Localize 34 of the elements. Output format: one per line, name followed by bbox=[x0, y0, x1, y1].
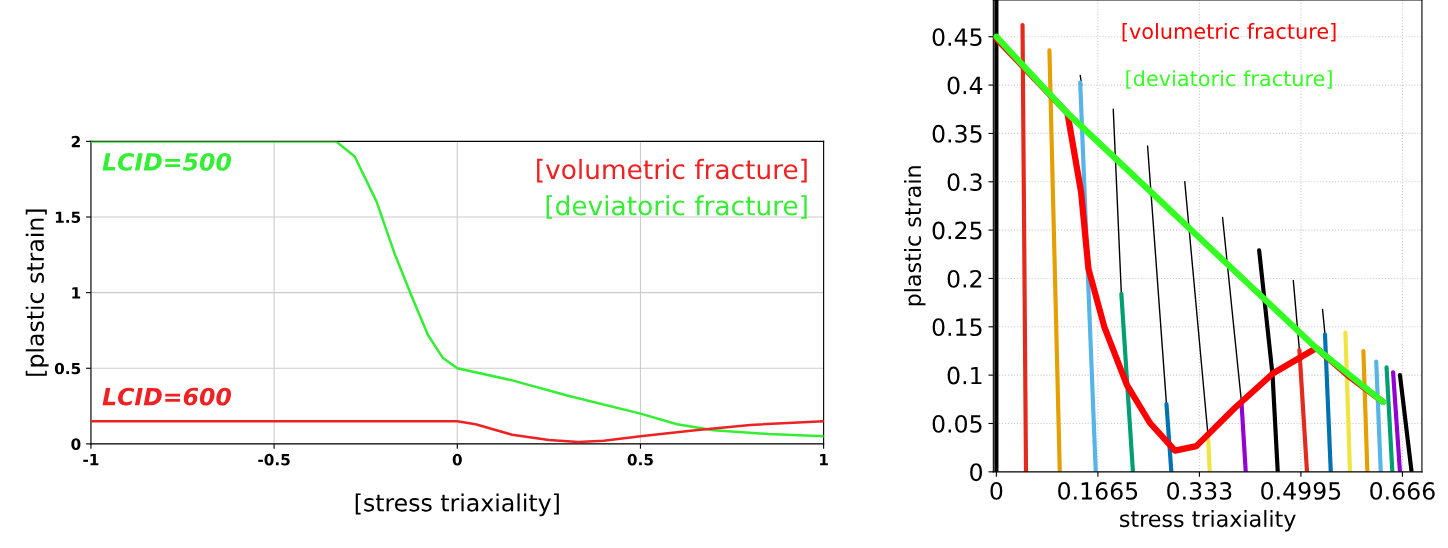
x-tick-label: 0.5 bbox=[627, 453, 653, 466]
x-axis-title: [stress triaxiality] bbox=[355, 493, 559, 517]
y-tick-label: 0.25 bbox=[932, 221, 982, 240]
y-tick-label: 0.1 bbox=[947, 366, 982, 385]
x-tick-label: 0.1665 bbox=[1058, 481, 1138, 500]
x-tick-label: 0 bbox=[452, 453, 462, 466]
y-tick-label: 1 bbox=[72, 287, 81, 299]
y-axis-title: [plastic strain] bbox=[25, 209, 49, 376]
y-tick-label: 0.35 bbox=[932, 124, 982, 143]
y-axis-title: plastic strain bbox=[903, 166, 926, 306]
x-tick-label: -0.5 bbox=[258, 453, 290, 466]
annotation: [volumetric fracture] bbox=[537, 158, 807, 183]
x-tick-label: 0 bbox=[990, 481, 1003, 500]
x-tick-label: -1 bbox=[83, 454, 99, 466]
annotation: [deviatoric fracture] bbox=[546, 195, 807, 219]
text: [volumetric fracture] bbox=[1122, 22, 1336, 42]
x-tick-label: 0.4995 bbox=[1261, 481, 1341, 500]
y-tick-label: 0 bbox=[71, 438, 81, 450]
y-tick-label: 0.5 bbox=[54, 362, 81, 375]
y-tick-label: 2 bbox=[71, 135, 80, 148]
x-tick-label: 0.333 bbox=[1167, 481, 1232, 500]
series-label: LCID=600 bbox=[102, 387, 232, 406]
x-axis-title: stress triaxiality bbox=[1120, 509, 1296, 532]
y-tick-label: 0.15 bbox=[932, 318, 982, 337]
series-label: LCID=500 bbox=[102, 152, 232, 171]
text: [deviatoric fracture] bbox=[1126, 70, 1332, 89]
y-tick-label: 0.3 bbox=[947, 173, 982, 192]
y-tick-label: 0.4 bbox=[947, 76, 983, 95]
y-tick-label: 0.05 bbox=[932, 414, 982, 433]
x-tick-label: 0.666 bbox=[1370, 481, 1435, 500]
y-tick-label: 0.2 bbox=[947, 269, 982, 288]
y-tick-label: 0.45 bbox=[932, 28, 982, 47]
x-tick-label: 1 bbox=[820, 454, 828, 466]
y-tick-label: 1.5 bbox=[55, 211, 81, 224]
